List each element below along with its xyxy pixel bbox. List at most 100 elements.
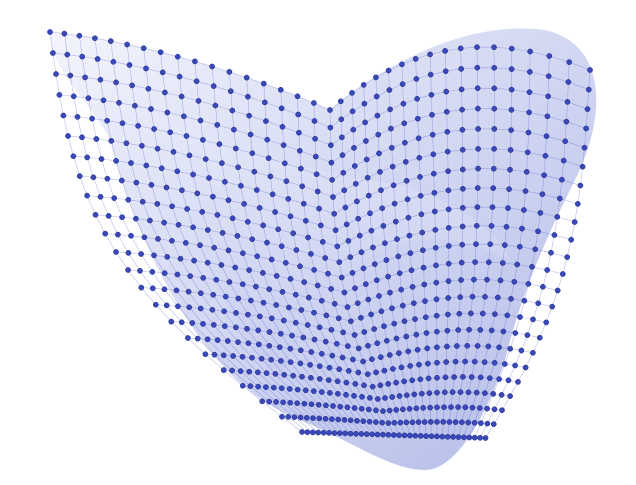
mesh-node [200,275,207,281]
mesh-node [202,156,209,162]
mesh-node [494,294,501,301]
mesh-node [254,253,261,260]
mesh-node [336,366,343,373]
mesh-node [280,317,287,324]
mesh-node [412,316,418,322]
mesh-node [231,126,237,133]
mesh-node [444,433,451,440]
mesh-node [430,170,437,177]
mesh-node [496,376,502,382]
mesh-node [443,359,450,365]
mesh-node [330,403,336,409]
mesh-node [522,188,529,194]
mesh-node [428,91,435,98]
mesh-node [355,215,362,222]
mesh-node [491,44,497,51]
mesh-node [297,347,304,354]
mesh-node [524,332,531,338]
mesh-node [564,254,571,260]
mesh-node [474,64,481,71]
mesh-node [266,398,272,405]
mesh-node [343,391,349,398]
mesh-node [393,407,400,413]
mesh-node [507,345,514,352]
mesh-node [401,432,408,439]
mesh-node [152,301,159,308]
mesh-node [452,358,459,365]
mesh-node [408,267,415,274]
mesh-node [412,56,419,62]
mesh-node [426,390,433,396]
mesh-node [446,419,453,425]
mesh-node [317,222,324,229]
mesh-node [380,431,386,438]
mesh-node [543,133,550,140]
mesh-node [474,44,480,51]
mesh-node [431,189,438,196]
mesh-node [209,306,216,313]
mesh-node [287,359,294,365]
mesh-node [299,183,306,190]
mesh-node [532,246,539,253]
mesh-node [385,67,392,74]
mesh-node [302,387,309,394]
mesh-node [348,318,354,325]
mesh-node [118,177,125,184]
mesh-node [229,107,236,114]
mesh-node [491,85,498,92]
mesh-node [260,270,266,276]
mesh-node [237,368,244,374]
mesh-node [194,335,201,342]
mesh-node [129,82,135,89]
mesh-node [491,64,498,71]
mesh-node [149,285,156,292]
mesh-node [173,287,180,294]
mesh-node [459,106,465,113]
mesh-node [264,136,271,143]
mesh-node [311,100,317,106]
mesh-node [210,291,217,298]
mesh-node [295,111,302,118]
mesh-node [383,257,390,263]
mesh-node [98,156,105,162]
mesh-node [178,319,185,326]
mesh-node [265,155,272,162]
mesh-node [429,131,436,138]
mesh-node [427,51,433,58]
mesh-node [290,372,296,379]
mesh-node [64,51,71,58]
mesh-node [197,305,204,312]
mesh-node [409,377,416,384]
mesh-node [139,198,146,205]
mesh-node [398,364,405,371]
mesh-node [260,299,267,306]
mesh-node [471,358,478,365]
mesh-node [545,73,552,80]
mesh-node [381,323,387,330]
mesh-node [330,194,336,200]
mesh-node [441,389,448,396]
mesh-node [380,223,387,229]
mesh-node [285,414,292,420]
mesh-node [396,270,403,277]
mesh-node [406,232,413,239]
mesh-node [155,236,161,242]
mesh-node [444,148,451,155]
mesh-node [90,174,97,181]
mesh-node [354,417,360,424]
mesh-node [442,48,448,54]
mesh-node [327,390,333,396]
mesh-node [508,66,515,72]
mesh-node [334,243,341,250]
mesh-node [279,123,286,130]
mesh-node [148,182,155,188]
mesh-node [308,251,314,257]
mesh-node [516,243,523,250]
mesh-node [222,293,229,300]
mesh-node [119,214,125,221]
mesh-node [292,319,299,326]
mesh-node [174,168,181,175]
mesh-node [352,285,358,292]
mesh-node [482,390,488,396]
mesh-node [350,356,356,363]
